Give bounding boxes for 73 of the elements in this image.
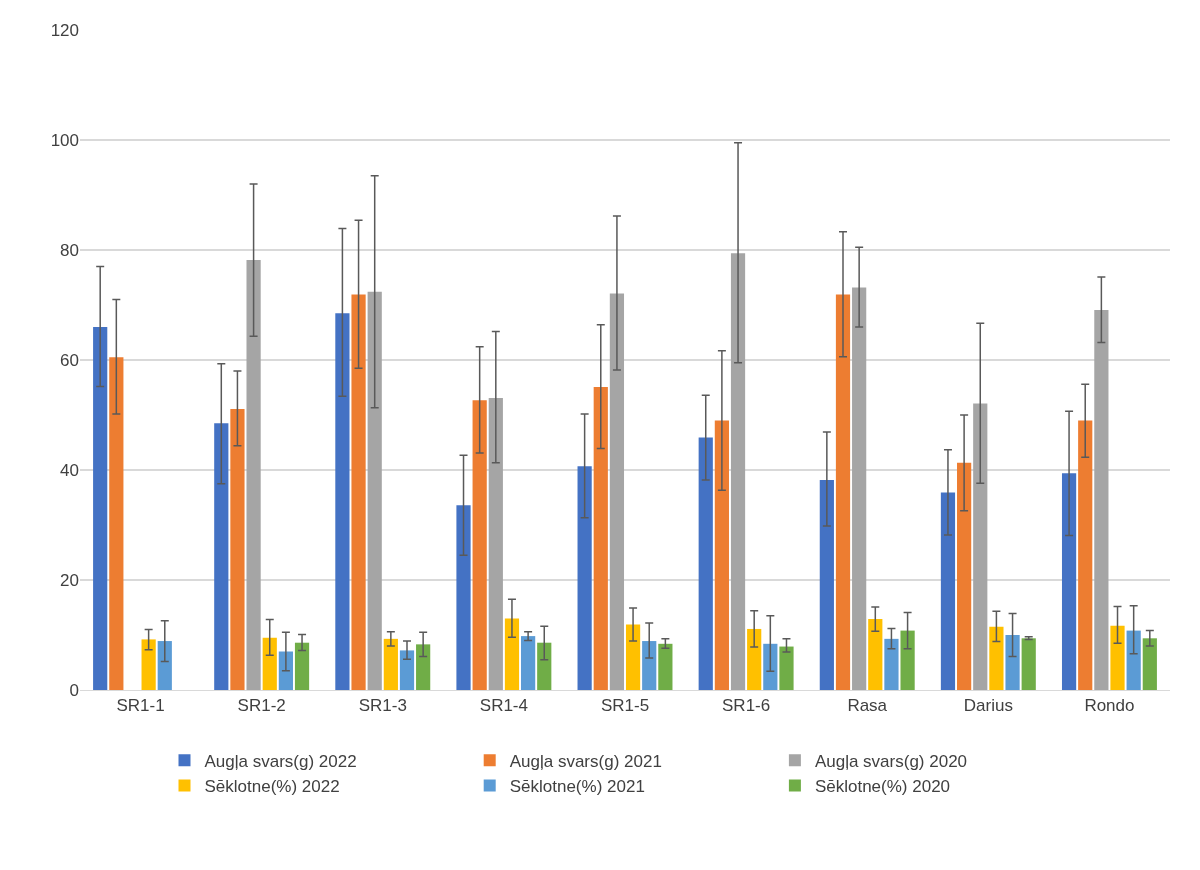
bar (973, 403, 988, 690)
bar (868, 619, 883, 690)
y-tick-label: 40 (60, 460, 79, 480)
y-tick-label: 0 (69, 680, 79, 700)
bar (763, 643, 778, 690)
bar (852, 287, 867, 690)
bar (504, 618, 520, 690)
bar (714, 420, 729, 690)
bar (1126, 630, 1141, 690)
bar (1061, 473, 1077, 690)
bar (609, 293, 625, 690)
bar (367, 291, 382, 690)
bar (957, 462, 972, 690)
bar (1094, 309, 1109, 690)
bar (351, 294, 366, 690)
bar (488, 397, 503, 690)
bar (456, 505, 471, 690)
bar (940, 492, 956, 690)
bar (1110, 625, 1125, 690)
bar (884, 638, 899, 690)
x-tick-label: SR1-5 (600, 696, 650, 716)
bar (109, 357, 124, 690)
x-tick-label: Rasa (847, 696, 888, 716)
x-tick-label: SR1-3 (358, 696, 407, 716)
legend-label: Sēklotne(%) 2022 (204, 777, 340, 797)
bar (625, 624, 641, 690)
legend-label: Augļa svars(g) 2020 (814, 751, 968, 771)
legend-label: Augļa svars(g) 2022 (204, 751, 357, 771)
bar (141, 639, 156, 690)
x-tick-label: Darius (963, 696, 1013, 716)
bar (730, 253, 746, 690)
bar (642, 641, 657, 690)
y-tick-label: 60 (60, 350, 79, 370)
legend-label: Sēklotne(%) 2020 (814, 777, 951, 797)
bar (416, 644, 431, 690)
x-tick-label: SR1-4 (479, 696, 528, 716)
y-tick-label: 100 (50, 130, 79, 150)
legend-label: Sēklotne(%) 2021 (509, 777, 645, 797)
bar (521, 636, 536, 690)
bar (779, 646, 794, 690)
x-tick-label: Rondo (1084, 696, 1135, 716)
bar (399, 650, 415, 690)
bar (1021, 638, 1036, 690)
x-tick-label: SR1-6 (722, 696, 771, 716)
bar (1078, 420, 1093, 690)
bar (989, 626, 1004, 690)
y-tick-label: 20 (60, 570, 79, 590)
bar (1005, 635, 1020, 690)
y-tick-label: 80 (60, 240, 79, 260)
bar (383, 638, 398, 690)
bar (230, 408, 245, 690)
bar (747, 628, 762, 690)
bar (698, 437, 713, 690)
bar (1142, 638, 1157, 690)
bar (819, 479, 834, 690)
bar (214, 423, 229, 690)
bar (658, 643, 673, 690)
x-tick-label: SR1-2 (237, 696, 286, 716)
bar (593, 386, 608, 690)
bar (472, 400, 487, 690)
bar (577, 466, 592, 690)
legend-label: Augļa svars(g) 2021 (509, 751, 662, 771)
bar (537, 642, 552, 690)
bar (294, 642, 310, 690)
bar (157, 641, 172, 690)
bar (835, 294, 851, 690)
bar (93, 327, 108, 690)
bar (246, 259, 261, 690)
bar (335, 313, 350, 690)
bar (900, 630, 915, 690)
bar (262, 637, 277, 690)
x-tick-label: SR1-1 (116, 696, 165, 716)
y-tick-label: 120 (50, 20, 79, 40)
